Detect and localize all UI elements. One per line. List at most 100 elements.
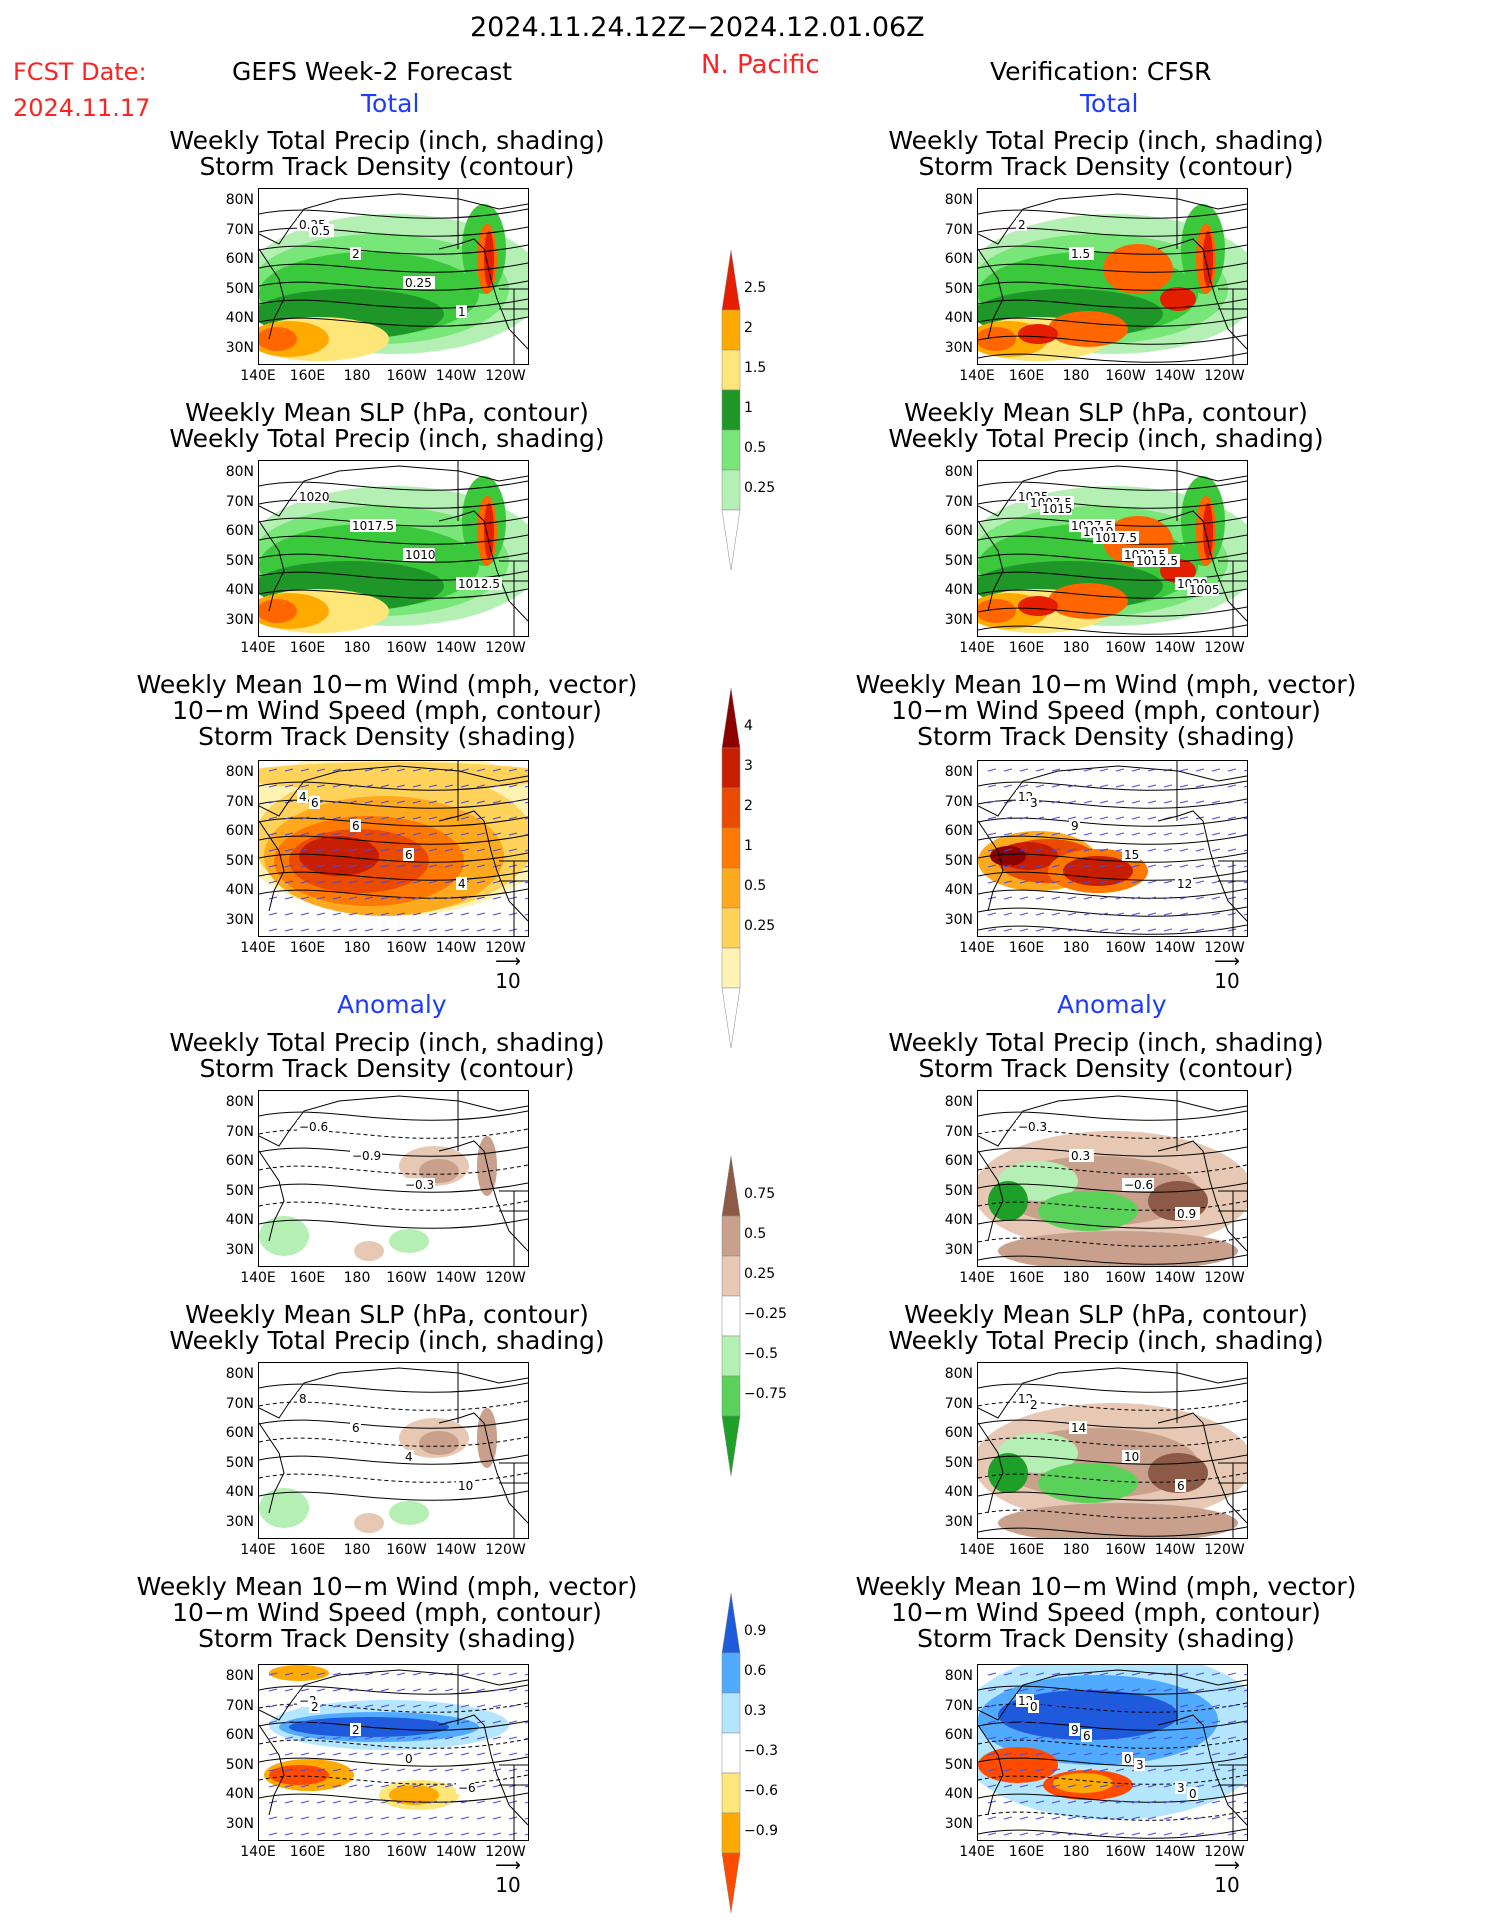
colorbar-label: 1 bbox=[744, 400, 753, 416]
lat-tick-label: 40N bbox=[225, 1212, 254, 1228]
panel-title-line: Storm Track Density (shading) bbox=[198, 722, 576, 751]
lat-tick-label: 80N bbox=[944, 1094, 973, 1110]
contour-label: −0.6 bbox=[1124, 1178, 1153, 1192]
lon-tick-label: 140W bbox=[1154, 1844, 1196, 1860]
lon-tick-label: 120W bbox=[1204, 368, 1245, 384]
contour-label-bg bbox=[1069, 1149, 1094, 1162]
map-plot: 1020 1017.5 1010 1012.5 bbox=[259, 461, 528, 636]
map-plot: 21.5 bbox=[978, 189, 1247, 364]
contour-label: 1020 bbox=[299, 490, 330, 504]
contour-label: 1010 bbox=[405, 548, 436, 562]
map-panel: 12 9 15 12 3 bbox=[977, 760, 1248, 937]
lon-tick-label: 140E bbox=[959, 1270, 995, 1286]
lon-tick-label: 160E bbox=[289, 1542, 326, 1558]
contour-label-bg bbox=[1028, 796, 1039, 809]
contour-label-bg bbox=[403, 548, 435, 561]
lat-tick-label: 80N bbox=[944, 1366, 973, 1382]
contour-label-bg bbox=[1028, 1398, 1039, 1411]
lon-tick-label: 160E bbox=[289, 1844, 326, 1860]
contour-label-bg bbox=[1069, 247, 1094, 260]
lat-tick-label: 30N bbox=[944, 339, 973, 356]
panel-title-line: Weekly Total Precip (inch, shading) bbox=[888, 1326, 1324, 1355]
colorbar-segment bbox=[721, 469, 741, 511]
lon-tick-label: 140W bbox=[435, 1542, 477, 1558]
panel-title-line: Weekly Mean 10−m Wind (mph, vector) bbox=[136, 1572, 638, 1601]
contour-label: 10 bbox=[1124, 1450, 1139, 1464]
colorbar-label: −0.5 bbox=[744, 1346, 778, 1362]
panel-title-line: 10−m Wind Speed (mph, contour) bbox=[891, 1598, 1321, 1627]
map-panel: 10251027.51022.510201007.510101012.51005… bbox=[977, 460, 1248, 637]
lon-tick-label: 140E bbox=[959, 940, 995, 956]
lon-tick-label: 140E bbox=[240, 1270, 276, 1286]
lon-tick-label: 120W bbox=[1204, 940, 1245, 956]
lon-tick-label: 140W bbox=[435, 940, 477, 956]
lon-tick-label: 160E bbox=[289, 640, 326, 656]
panel-title: Weekly Mean 10−m Wind (mph, vector) 10−m … bbox=[97, 672, 677, 750]
contour-label: 0 bbox=[1030, 1700, 1038, 1714]
vector-scale-arrow: ⟶ bbox=[495, 951, 521, 972]
lon-tick-label: 180 bbox=[343, 1270, 371, 1286]
contour-label: 6 bbox=[311, 796, 319, 810]
panel-title-line: Weekly Total Precip (inch, shading) bbox=[888, 1028, 1324, 1057]
contour-label: 15 bbox=[1124, 848, 1139, 862]
colorbar-label: 2 bbox=[744, 320, 753, 336]
region-title: N. Pacific bbox=[701, 50, 820, 80]
lon-tick-label: 160W bbox=[386, 1844, 427, 1860]
contour-label-bg bbox=[403, 1450, 414, 1463]
panel-title-line: Weekly Total Precip (inch, shading) bbox=[888, 126, 1324, 155]
lat-tick-label: 30N bbox=[944, 1513, 973, 1530]
panel-title-line: Weekly Mean 10−m Wind (mph, vector) bbox=[855, 670, 1357, 699]
colorbar-segment bbox=[721, 1375, 741, 1417]
lat-tick-label: 60N bbox=[944, 1153, 973, 1169]
panel-title: Weekly Mean 10−m Wind (mph, vector) 10−m … bbox=[816, 672, 1396, 750]
lon-tick-label: 160W bbox=[386, 368, 427, 384]
lon-tick-label: 140W bbox=[435, 640, 477, 656]
contour-label-bg bbox=[456, 1479, 474, 1492]
contour-label: 6 bbox=[352, 1421, 360, 1435]
contour-label-bg bbox=[350, 1421, 361, 1434]
lon-tick-label: 160W bbox=[1105, 640, 1146, 656]
lon-tick-label: 180 bbox=[1062, 640, 1090, 656]
lon-tick-label: 140W bbox=[1154, 1542, 1196, 1558]
lon-tick-label: 140W bbox=[435, 368, 477, 384]
lat-tick-label: 40N bbox=[944, 310, 973, 326]
section-total-right: Total bbox=[1080, 89, 1139, 118]
contour-label-bg bbox=[1187, 583, 1219, 596]
colorbar-label: 0.5 bbox=[744, 878, 767, 894]
lon-tick-label: 180 bbox=[343, 1844, 371, 1860]
lat-tick-label: 60N bbox=[225, 523, 254, 539]
lon-tick-label: 140E bbox=[959, 1542, 995, 1558]
lat-tick-label: 80N bbox=[225, 1094, 254, 1110]
contour-label: 2 bbox=[311, 1700, 319, 1714]
lon-tick-label: 160W bbox=[386, 940, 427, 956]
map-plot: −0.3 0.3 −0.6 0.9 bbox=[978, 1091, 1247, 1266]
lon-tick-label: 180 bbox=[343, 1542, 371, 1558]
contour-label-bg bbox=[1122, 1450, 1140, 1463]
lat-tick-label: 50N bbox=[944, 852, 973, 869]
colorbar-label: −0.3 bbox=[744, 1743, 778, 1759]
contour-label-bg bbox=[403, 276, 435, 289]
contour-label-bg bbox=[309, 1700, 320, 1713]
contour-label-bg bbox=[456, 1781, 474, 1794]
map-plot: 8 6 4 10 bbox=[259, 1363, 528, 1538]
colorbar-segment bbox=[721, 1593, 741, 1654]
lat-tick-label: 60N bbox=[944, 1425, 973, 1441]
panel-title: Weekly Total Precip (inch, shading) Storm… bbox=[97, 1030, 677, 1082]
map-panel: −0.3 0.3 −0.6 0.9 bbox=[977, 1090, 1248, 1267]
lon-tick-label: 120W bbox=[485, 1844, 526, 1860]
map-panel: 12 9 0 3 0 6 3 0 bbox=[977, 1664, 1248, 1841]
lat-tick-label: 40N bbox=[944, 1212, 973, 1228]
colorbar-label: 0.5 bbox=[744, 440, 767, 456]
lon-tick-label: 160W bbox=[1105, 1844, 1146, 1860]
lat-tick-label: 50N bbox=[225, 1454, 254, 1471]
panel-title-line: Weekly Total Precip (inch, shading) bbox=[169, 1028, 605, 1057]
panel-title-line: Weekly Total Precip (inch, shading) bbox=[169, 126, 605, 155]
contour-label-bg bbox=[1122, 1178, 1154, 1191]
lon-tick-label: 140E bbox=[240, 640, 276, 656]
contour-label: 4 bbox=[405, 1450, 413, 1464]
fcst-date-label: FCST Date: bbox=[13, 58, 147, 86]
contour-label-bg bbox=[1175, 1781, 1186, 1794]
lat-tick-label: 80N bbox=[944, 192, 973, 208]
